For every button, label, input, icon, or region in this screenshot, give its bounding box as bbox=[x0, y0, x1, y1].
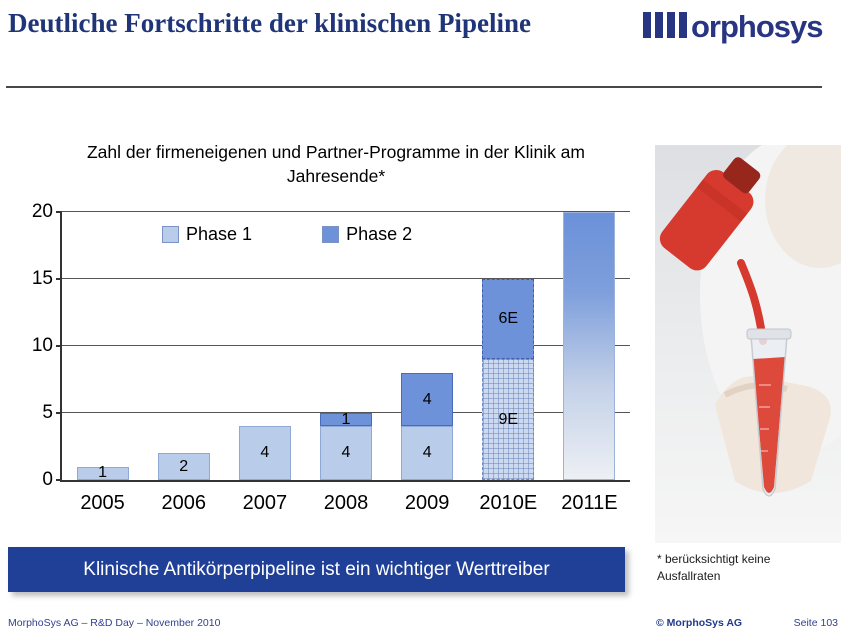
legend-swatch-phase-2 bbox=[322, 226, 340, 243]
red-bottle bbox=[659, 157, 761, 271]
bar-value-label: 4 bbox=[422, 390, 432, 408]
x-axis: 2005 2006 2007 2008 2009 2010E 2011E bbox=[62, 484, 630, 516]
morphosys-logo: orphosys bbox=[641, 4, 836, 48]
key-message-banner: Klinische Antikörperpipeline ist ein wic… bbox=[8, 547, 625, 592]
legend-item-phase-1: Phase 1 bbox=[162, 224, 252, 245]
bar-value-label: 1 bbox=[98, 464, 108, 482]
bar-value-label: 1 bbox=[341, 410, 351, 428]
bar-2005-phase1: 1 bbox=[76, 464, 129, 482]
bar-2009-phase1: 4 bbox=[401, 426, 454, 480]
gridline bbox=[62, 345, 630, 346]
x-tick-label: 2008 bbox=[323, 492, 369, 514]
bar-2010E-phase2: 6E bbox=[482, 279, 535, 360]
y-tick-mark bbox=[56, 479, 62, 481]
logo-bar bbox=[643, 12, 651, 38]
x-axis-line bbox=[60, 480, 630, 482]
gridline bbox=[62, 412, 630, 413]
x-tick-label: 2010E bbox=[479, 492, 538, 514]
footer-event-info: MorphoSys AG – R&D Day – November 2010 bbox=[8, 617, 221, 629]
bar-value-label: 2 bbox=[179, 457, 189, 475]
pipeline-bar-chart: 0 5 10 15 20 Phase 1 Phase 2 1 2 4 4 1 4 4 9E 6E 200… bbox=[28, 201, 630, 522]
plot-area: Phase 1 Phase 2 1 2 4 4 1 4 4 9E 6E bbox=[60, 211, 630, 482]
y-tick-label: 5 bbox=[42, 402, 53, 423]
bar-value-label: 4 bbox=[260, 444, 270, 462]
footer-copyright: © MorphoSys AG bbox=[656, 617, 743, 629]
logo-bar bbox=[655, 12, 663, 38]
bar-2006-phase1: 2 bbox=[157, 453, 210, 480]
footnote-line-2: Ausfallraten bbox=[657, 569, 721, 584]
legend-label-phase-1: Phase 1 bbox=[186, 224, 253, 244]
y-tick-mark bbox=[56, 278, 62, 280]
morphosys-logo-graphic: orphosys bbox=[643, 9, 824, 44]
bar-2011E bbox=[563, 212, 616, 480]
y-tick-label: 0 bbox=[42, 469, 53, 490]
lab-photo bbox=[655, 132, 846, 543]
chart-footnote: * berücksichtigt keine Ausfallraten bbox=[657, 551, 770, 586]
bar-2009-phase2: 4 bbox=[401, 372, 454, 427]
x-tick-label: 2005 bbox=[80, 492, 125, 514]
logo-bar bbox=[667, 12, 675, 38]
chart-legend: Phase 1 Phase 2 bbox=[162, 224, 412, 245]
x-tick-label: 2006 bbox=[161, 492, 206, 514]
x-tick-label: 2007 bbox=[242, 492, 288, 514]
y-tick-label: 10 bbox=[31, 335, 53, 356]
y-tick-label: 15 bbox=[31, 268, 53, 289]
bar-value-label: 9E bbox=[498, 410, 519, 428]
legend-item-phase-2: Phase 2 bbox=[322, 224, 412, 245]
header-divider bbox=[6, 86, 822, 88]
gridline bbox=[62, 211, 630, 212]
y-tick-mark bbox=[56, 345, 62, 347]
legend-swatch-phase-1 bbox=[162, 226, 179, 243]
bar-2008-phase1: 4 bbox=[320, 426, 372, 480]
footer-page-number: Seite 103 bbox=[793, 617, 838, 629]
bar-2010E-phase1: 9E bbox=[482, 359, 535, 480]
bar-value-label: 6E bbox=[498, 310, 519, 328]
x-tick-label: 2011E bbox=[561, 492, 618, 514]
y-axis-line bbox=[60, 212, 62, 482]
logo-text: orphosys bbox=[691, 9, 823, 44]
y-tick-mark bbox=[56, 412, 62, 414]
test-tube bbox=[746, 328, 792, 497]
bar-value-label: 4 bbox=[422, 444, 432, 462]
x-tick-label: 2009 bbox=[404, 492, 450, 514]
y-tick-label: 20 bbox=[31, 201, 53, 222]
lab-photo-illustration bbox=[655, 132, 846, 543]
chart-title: Zahl der firmeneigenen und Partner-Progr… bbox=[86, 142, 585, 186]
page-title: Deutliche Fortschritte der klinischen Pi… bbox=[8, 8, 531, 38]
gridline bbox=[62, 278, 630, 279]
person-shape bbox=[765, 132, 846, 268]
bar-value-label: 4 bbox=[341, 444, 351, 462]
y-tick-mark bbox=[56, 211, 62, 213]
legend-label-phase-2: Phase 2 bbox=[346, 224, 413, 244]
bar-2008-phase2: 1 bbox=[320, 410, 372, 428]
logo-bar bbox=[679, 12, 687, 38]
footnote-line-1: * berücksichtigt keine bbox=[657, 552, 771, 566]
bar-2007-phase1: 4 bbox=[238, 426, 291, 480]
y-axis: 0 5 10 15 20 bbox=[28, 201, 62, 490]
